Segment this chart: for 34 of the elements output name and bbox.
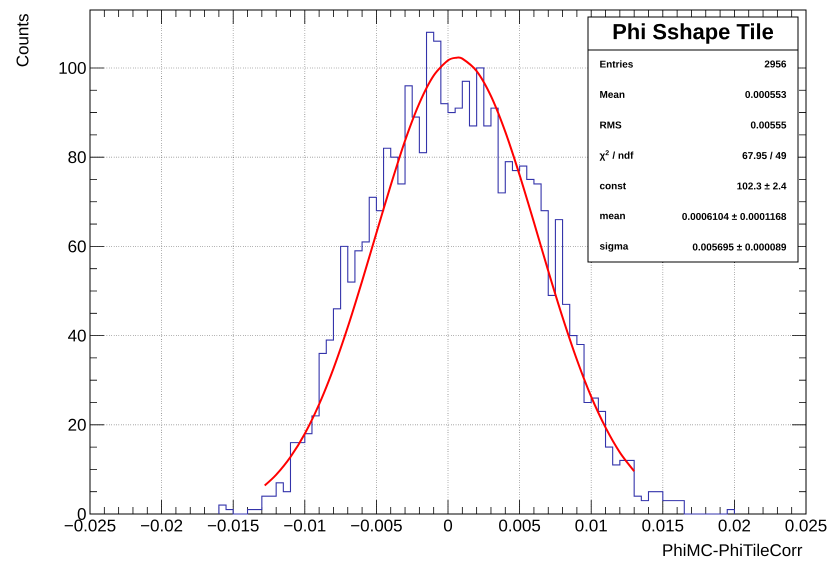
y-tick-label: 0 — [78, 508, 86, 520]
x-tick-label: 0.015 — [642, 520, 684, 532]
y-tick-label: 80 — [68, 151, 86, 164]
x-tick-label: 0.005 — [499, 520, 540, 532]
annotation: mean — [600, 214, 625, 220]
annotation: χ$^{2}$ / ndf — [600, 150, 634, 161]
x-tick-label: 0.02 — [718, 520, 750, 532]
annotation: RMS — [600, 121, 622, 129]
annotation: Phi Sshape Tile — [614, 23, 774, 44]
y-tick-label: 20 — [68, 418, 86, 431]
annotation: const — [600, 182, 626, 190]
x-tick-label: −0.02 — [141, 520, 182, 532]
annotation: 0.00555 — [750, 121, 786, 129]
y-tick-label: 100 — [60, 62, 86, 74]
y-tick-label: 60 — [68, 240, 86, 252]
annotation: Mean — [600, 91, 624, 98]
x-tick-label: −0.025 — [64, 520, 116, 532]
x-tick-label: −0.005 — [351, 520, 402, 532]
x-tick-label: 0 — [444, 520, 452, 532]
y-axis-title: Counts — [16, 14, 28, 66]
annotation: sigma — [600, 242, 628, 252]
annotation: 0.005695 ± 0.000089 — [692, 243, 786, 251]
annotation: Entries — [600, 60, 633, 68]
x-axis-title: PhiMC-PhiTileCorr — [663, 544, 802, 556]
x-tick-label: 0.01 — [575, 520, 607, 532]
x-tick-label: −0.01 — [284, 520, 326, 532]
annotation: 0.0006104 ± 0.0001168 — [682, 212, 786, 220]
annotation: 0.000553 — [745, 90, 786, 98]
x-tick-label: 0.025 — [785, 520, 826, 532]
y-tick-label: 40 — [68, 330, 86, 342]
annotation: 102.3 ± 2.4 — [737, 182, 786, 190]
annotation: 67.95 / 49 — [742, 152, 786, 160]
x-tick-label: −0.015 — [208, 520, 259, 532]
annotation: 2956 — [764, 60, 786, 68]
